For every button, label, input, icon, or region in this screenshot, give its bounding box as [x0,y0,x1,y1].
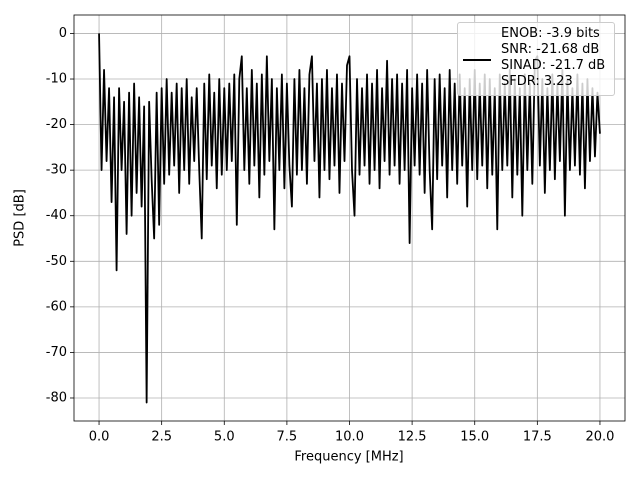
legend-label: ENOB: -3.9 bits SNR: -21.68 dB SINAD: -2… [501,26,606,89]
y-tick-label: -20 [46,117,67,132]
plot-frame [73,14,626,422]
legend: ENOB: -3.9 bits SNR: -21.68 dB SINAD: -2… [457,22,615,96]
y-tick-label: -80 [46,390,67,405]
series-line [98,33,601,404]
x-tick-label: 7.5 [277,430,298,445]
x-tick-label: 20.0 [585,430,614,445]
x-tick-label: 0.0 [89,430,110,445]
y-tick-label: -30 [46,163,67,178]
x-tick-label: 5.0 [214,430,235,445]
y-tick-label: -60 [46,299,67,314]
legend-line [463,59,491,61]
x-tick-label: 10.0 [335,430,364,445]
y-tick-label: -70 [46,345,67,360]
y-tick-label: -10 [46,72,67,87]
x-axis-label: Frequency [MHz] [294,450,403,465]
x-tick-label: 12.5 [398,430,427,445]
y-tick-label: -50 [46,254,67,269]
y-axis-label: PSD [dB] [13,189,28,247]
y-tick-label: -40 [46,208,67,223]
x-tick-label: 17.5 [523,430,552,445]
x-tick-label: 15.0 [460,430,489,445]
y-tick-label: 0 [59,26,67,41]
x-tick-label: 2.5 [151,430,172,445]
